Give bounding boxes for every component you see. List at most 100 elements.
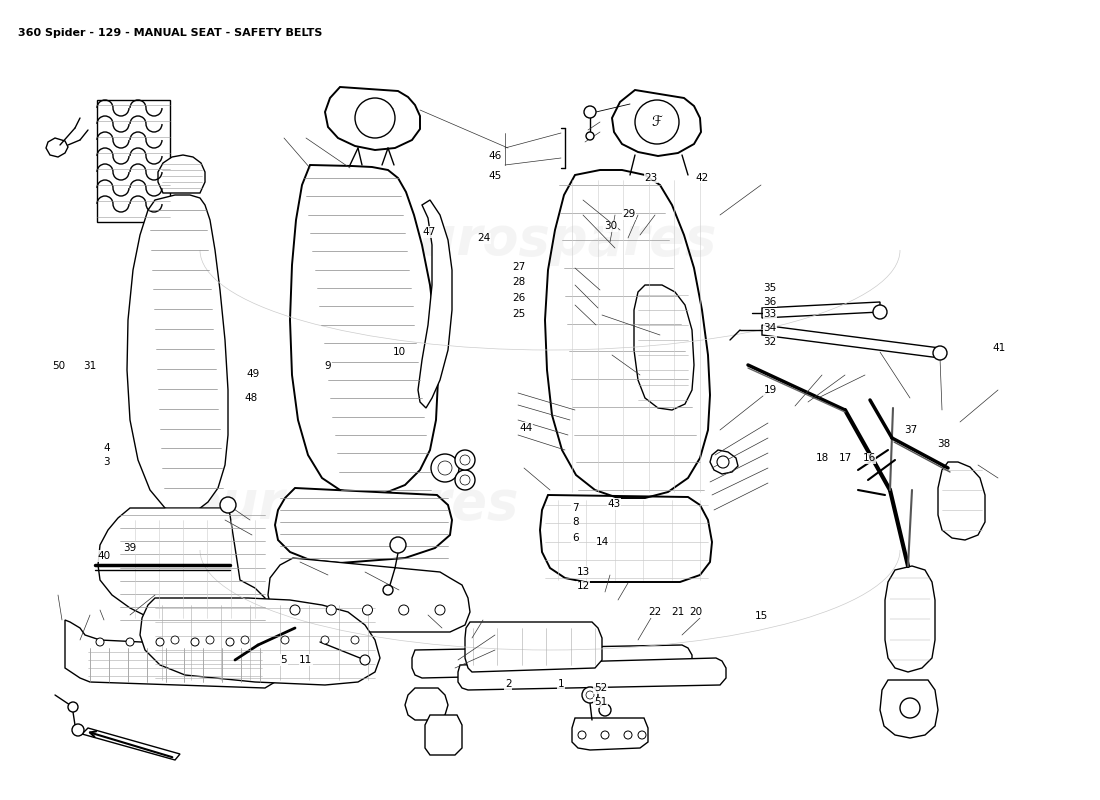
Polygon shape xyxy=(886,566,935,672)
Circle shape xyxy=(933,346,947,360)
Text: 20: 20 xyxy=(690,607,703,617)
Text: 10: 10 xyxy=(393,347,406,357)
Circle shape xyxy=(96,638,104,646)
Polygon shape xyxy=(634,285,694,410)
Text: 12: 12 xyxy=(576,582,590,591)
Circle shape xyxy=(635,100,679,144)
Circle shape xyxy=(383,585,393,595)
Polygon shape xyxy=(710,450,738,474)
Text: 11: 11 xyxy=(299,655,312,665)
Text: 43: 43 xyxy=(607,499,620,509)
Circle shape xyxy=(584,106,596,118)
Polygon shape xyxy=(880,680,938,738)
Circle shape xyxy=(280,636,289,644)
Polygon shape xyxy=(465,622,602,672)
Text: 41: 41 xyxy=(992,343,1005,353)
Text: 8: 8 xyxy=(572,518,579,527)
Text: 30: 30 xyxy=(604,222,617,231)
Text: 42: 42 xyxy=(695,173,708,182)
Circle shape xyxy=(455,450,475,470)
Circle shape xyxy=(455,470,475,490)
Text: 13: 13 xyxy=(576,567,590,577)
Polygon shape xyxy=(425,715,462,755)
Polygon shape xyxy=(612,90,701,156)
Text: 49: 49 xyxy=(246,369,260,378)
Text: 32: 32 xyxy=(763,337,777,346)
Circle shape xyxy=(220,497,236,513)
Circle shape xyxy=(363,605,373,615)
Text: 45: 45 xyxy=(488,171,502,181)
Circle shape xyxy=(600,704,610,716)
Text: 17: 17 xyxy=(839,454,853,463)
Circle shape xyxy=(601,731,609,739)
Circle shape xyxy=(68,702,78,712)
Text: 15: 15 xyxy=(755,611,768,621)
Polygon shape xyxy=(762,325,940,358)
Text: 40: 40 xyxy=(98,551,111,561)
Text: 48: 48 xyxy=(244,393,257,402)
Text: 46: 46 xyxy=(488,151,502,161)
Text: 18: 18 xyxy=(816,454,829,463)
Polygon shape xyxy=(140,598,379,685)
Text: 52: 52 xyxy=(594,683,607,693)
Text: 33: 33 xyxy=(763,309,777,318)
Circle shape xyxy=(241,636,249,644)
Text: 23: 23 xyxy=(645,173,658,182)
Text: 51: 51 xyxy=(594,698,607,707)
Text: 7: 7 xyxy=(572,503,579,513)
Circle shape xyxy=(206,636,214,644)
Text: 14: 14 xyxy=(596,538,609,547)
Text: 1: 1 xyxy=(558,679,564,689)
Text: eurospares: eurospares xyxy=(185,478,519,530)
Circle shape xyxy=(460,475,470,485)
Text: 27: 27 xyxy=(513,262,526,272)
Text: 36: 36 xyxy=(763,297,777,306)
Circle shape xyxy=(586,691,594,699)
Text: 9: 9 xyxy=(324,362,331,371)
Polygon shape xyxy=(324,87,420,150)
Text: 34: 34 xyxy=(763,323,777,333)
Text: 39: 39 xyxy=(123,543,136,553)
Text: 24: 24 xyxy=(477,234,491,243)
Circle shape xyxy=(438,461,452,475)
Polygon shape xyxy=(46,138,68,157)
Circle shape xyxy=(717,456,729,468)
Text: 2: 2 xyxy=(505,679,512,689)
Circle shape xyxy=(638,731,646,739)
Text: 5: 5 xyxy=(280,655,287,665)
Text: 22: 22 xyxy=(648,607,661,617)
Text: 37: 37 xyxy=(904,426,917,435)
Circle shape xyxy=(578,731,586,739)
Circle shape xyxy=(582,687,598,703)
Circle shape xyxy=(390,537,406,553)
Text: 360 Spider - 129 - MANUAL SEAT - SAFETY BELTS: 360 Spider - 129 - MANUAL SEAT - SAFETY … xyxy=(18,28,322,38)
Circle shape xyxy=(290,605,300,615)
Text: 47: 47 xyxy=(422,227,436,237)
Text: 6: 6 xyxy=(572,533,579,542)
Text: 4: 4 xyxy=(103,443,110,453)
Text: 35: 35 xyxy=(763,283,777,293)
Polygon shape xyxy=(158,155,205,193)
Circle shape xyxy=(873,305,887,319)
Text: 26: 26 xyxy=(513,293,526,302)
Circle shape xyxy=(170,636,179,644)
Polygon shape xyxy=(938,462,984,540)
Text: 28: 28 xyxy=(513,277,526,286)
Circle shape xyxy=(191,638,199,646)
Circle shape xyxy=(72,724,84,736)
Polygon shape xyxy=(572,718,648,750)
Text: 50: 50 xyxy=(52,361,65,370)
Circle shape xyxy=(586,132,594,140)
Text: 16: 16 xyxy=(862,454,876,463)
Text: 44: 44 xyxy=(519,423,532,433)
Polygon shape xyxy=(412,645,692,678)
Polygon shape xyxy=(126,195,228,515)
Polygon shape xyxy=(65,620,280,688)
Circle shape xyxy=(431,454,459,482)
Circle shape xyxy=(327,605,337,615)
Text: ℱ: ℱ xyxy=(651,115,662,129)
Polygon shape xyxy=(458,658,726,690)
Circle shape xyxy=(900,698,920,718)
Text: 21: 21 xyxy=(671,607,684,617)
Circle shape xyxy=(360,655,370,665)
